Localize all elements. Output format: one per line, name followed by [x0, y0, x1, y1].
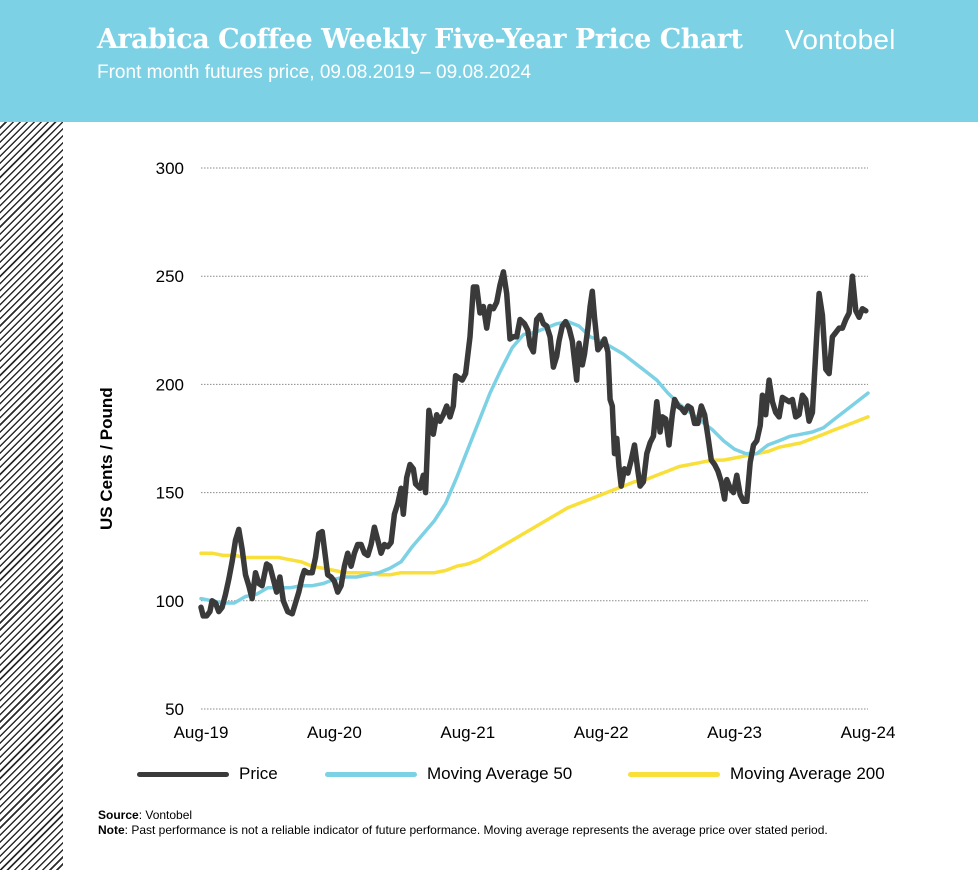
- y-tick-label: 150: [156, 484, 184, 503]
- header-banner: Arabica Coffee Weekly Five-Year Price Ch…: [0, 0, 978, 122]
- legend-item-ma200: Moving Average 200: [628, 762, 885, 786]
- chart-subtitle: Front month futures price, 09.08.2019 – …: [97, 62, 532, 83]
- x-tick-label: Aug-22: [574, 723, 629, 742]
- legend-item-price: Price: [137, 762, 278, 786]
- legend-item-ma50: Moving Average 50: [325, 762, 572, 786]
- x-tick-label: Aug-21: [440, 723, 495, 742]
- legend-swatch-ma200: [628, 771, 720, 777]
- note-footnote: Note: Past performance is not a reliable…: [98, 823, 828, 837]
- chart-title: Arabica Coffee Weekly Five-Year Price Ch…: [97, 24, 743, 55]
- y-tick-label: 200: [156, 375, 184, 394]
- axis-ticks: 50 100 150 200 250 300 Aug-19 Aug-20 Aug-21 Aug-2…: [156, 159, 896, 742]
- legend-label-price: Price: [239, 764, 278, 783]
- x-tick-label: Aug-23: [707, 723, 762, 742]
- series-line-moving-average-200: [199, 415, 870, 577]
- y-tick-label: 250: [156, 267, 184, 286]
- source-footnote: Source: Vontobel: [98, 808, 193, 822]
- y-axis-label: US Cents / Pound: [97, 387, 116, 530]
- chart-series: [198, 269, 870, 619]
- hatched-side-decoration: [0, 122, 63, 870]
- legend-swatch-ma50: [325, 771, 417, 777]
- x-tick-label: Aug-19: [174, 723, 229, 742]
- y-tick-label: 100: [156, 592, 184, 611]
- chart-gridlines: [201, 167, 868, 710]
- vontobel-logo: Vontobel: [785, 24, 896, 55]
- y-tick-label: 300: [156, 159, 184, 178]
- legend-label-ma200: Moving Average 200: [730, 764, 885, 783]
- y-tick-label: 50: [165, 700, 184, 719]
- legend-label-ma50: Moving Average 50: [427, 764, 573, 783]
- x-tick-label: Aug-24: [841, 723, 896, 742]
- legend-swatch-price: [137, 771, 229, 777]
- x-tick-label: Aug-20: [307, 723, 362, 742]
- series-line-price: [198, 269, 869, 619]
